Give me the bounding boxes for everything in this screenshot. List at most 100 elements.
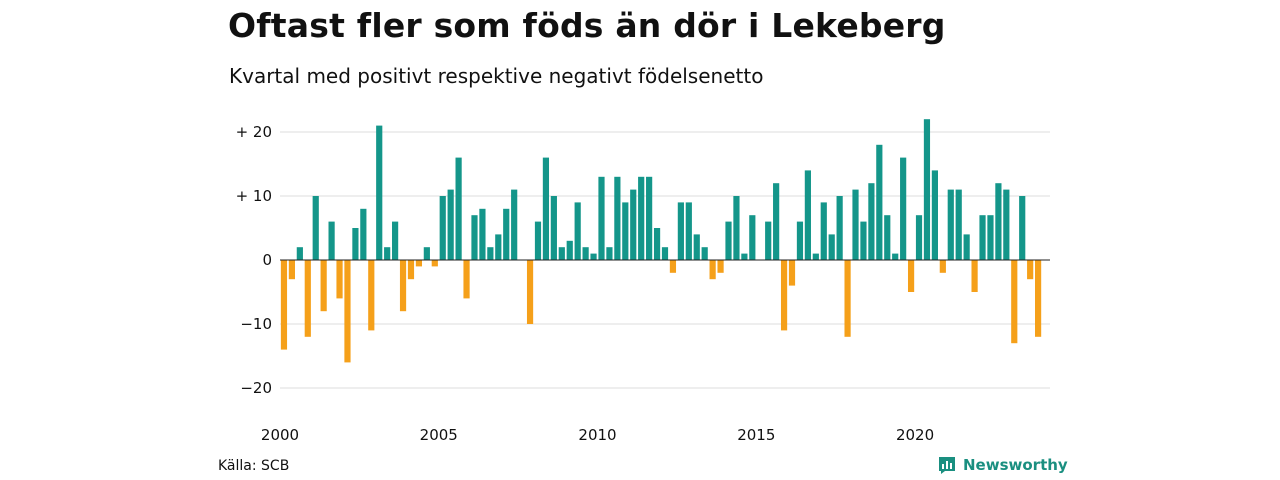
bar [765, 221, 772, 260]
bar [471, 215, 478, 260]
bar [558, 247, 565, 260]
bar [979, 215, 986, 260]
bar [749, 215, 756, 260]
bar [717, 260, 724, 273]
bar [1011, 260, 1018, 344]
source-note: Källa: SCB [218, 458, 290, 474]
bar [526, 260, 534, 324]
bar [773, 183, 780, 260]
bar [312, 196, 319, 260]
bar [304, 260, 311, 337]
bar [415, 260, 423, 267]
bar [376, 125, 383, 260]
bar [971, 260, 978, 292]
bar [320, 260, 327, 312]
bar [677, 202, 684, 260]
bar [995, 183, 1002, 260]
bar [288, 260, 295, 280]
x-tick-label: 2015 [737, 426, 775, 444]
bar [487, 247, 494, 260]
bar [1019, 196, 1026, 260]
bar [423, 247, 430, 260]
bar [495, 234, 502, 260]
bar [1027, 260, 1034, 280]
brand-logo: Newsworthy [937, 455, 1068, 475]
bar [296, 247, 303, 260]
bars [280, 119, 1042, 363]
bar [439, 196, 446, 260]
bar [447, 189, 454, 260]
bar [852, 189, 859, 260]
bar [638, 176, 645, 260]
bar [796, 221, 804, 260]
bar [328, 221, 335, 260]
bar [669, 260, 677, 273]
bar [812, 253, 819, 260]
bar [780, 260, 788, 331]
bar [725, 221, 732, 260]
bar [741, 253, 748, 260]
bar [844, 260, 851, 337]
bar [661, 247, 669, 260]
bar [653, 228, 661, 260]
chart-subtitle: Kvartal med positivt respektive negativt… [229, 64, 764, 88]
bar [820, 202, 827, 260]
bar [614, 176, 621, 260]
bar [582, 247, 589, 260]
bar [344, 260, 351, 363]
bar [884, 215, 891, 260]
bar [693, 234, 700, 260]
bar [892, 253, 899, 260]
bar [352, 228, 359, 260]
bar [907, 260, 915, 292]
bar [828, 234, 835, 260]
bar [876, 144, 883, 260]
y-tick-label: −20 [240, 379, 272, 397]
bar [860, 221, 867, 260]
bar [503, 208, 510, 260]
bar [622, 202, 629, 260]
y-axis-ticks: + 20 + 10 0 −10 −20 [236, 123, 272, 397]
bar [987, 215, 994, 260]
x-tick-label: 2010 [578, 426, 616, 444]
x-tick-label: 2000 [261, 426, 299, 444]
y-tick-label: + 10 [236, 187, 272, 205]
bar [1003, 189, 1010, 260]
bar [606, 247, 613, 260]
bar [542, 157, 550, 260]
bar [701, 247, 708, 260]
bar [384, 247, 391, 260]
bar [685, 202, 692, 260]
y-tick-label: −10 [240, 315, 272, 333]
bar [788, 260, 796, 286]
bar [955, 189, 962, 260]
x-tick-label: 2020 [896, 426, 934, 444]
bar [574, 202, 581, 260]
bar [923, 119, 931, 260]
bar [939, 260, 946, 273]
bar [931, 170, 938, 260]
chart-title: Oftast fler som föds än dör i Lekeberg [228, 6, 946, 45]
bar [836, 196, 843, 260]
bar [407, 260, 415, 280]
bar [511, 189, 518, 260]
bar [566, 240, 573, 260]
bar [392, 221, 399, 260]
bar [534, 221, 542, 260]
bar [646, 176, 653, 260]
bar [455, 157, 462, 260]
bar [431, 260, 438, 267]
y-tick-label: 0 [262, 251, 272, 269]
bar [868, 183, 875, 260]
bar [630, 189, 637, 260]
bar [399, 260, 407, 312]
bar [963, 234, 970, 260]
bar [733, 196, 740, 260]
bar [947, 189, 954, 260]
x-axis-ticks: 2000 2005 2010 2015 2020 [261, 426, 934, 444]
y-tick-label: + 20 [236, 123, 272, 141]
bar [550, 196, 557, 260]
brand-name: Newsworthy [963, 456, 1068, 474]
bar [915, 215, 923, 260]
